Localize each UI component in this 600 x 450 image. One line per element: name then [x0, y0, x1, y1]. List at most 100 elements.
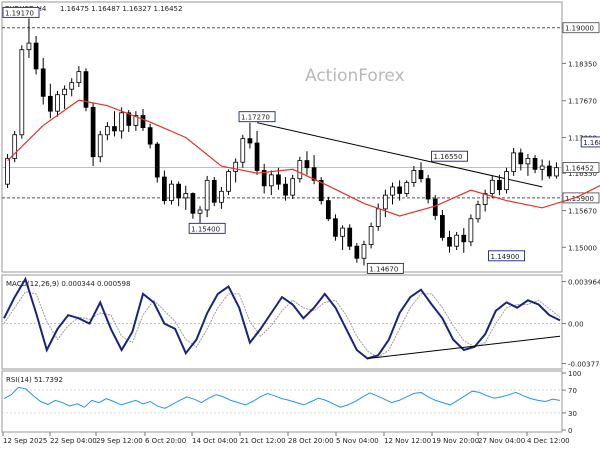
- rsi-line: [3, 386, 561, 409]
- annotation-box: [238, 111, 276, 123]
- candle: [504, 167, 509, 194]
- candle: [482, 189, 488, 212]
- candle: [76, 66, 82, 88]
- moving-average-line: [7, 99, 600, 217]
- candle: [325, 196, 331, 221]
- price-annotation: 1.16810: [580, 136, 600, 148]
- xtick-label: 14 Oct 04:00: [192, 437, 238, 445]
- candle: [147, 123, 153, 149]
- candle-body: [468, 218, 474, 243]
- candle-body: [126, 112, 132, 126]
- candle-body: [104, 126, 110, 136]
- candle: [204, 175, 210, 218]
- candle: [511, 147, 517, 176]
- candle-body: [347, 227, 353, 247]
- candle: [290, 174, 296, 199]
- xtick-label: 27 Nov 04:00: [478, 437, 525, 445]
- candle-body: [290, 178, 296, 196]
- candle: [90, 103, 96, 167]
- candle-body: [183, 193, 189, 199]
- candle: [33, 35, 39, 75]
- candle-body: [47, 95, 53, 112]
- candle: [62, 85, 67, 109]
- candle: [368, 222, 374, 249]
- price-ytick-label: 1.15000: [568, 244, 597, 252]
- macd-signal-line: [3, 291, 561, 359]
- candle-body: [397, 186, 402, 194]
- candle-body: [176, 183, 182, 199]
- candle-body: [69, 82, 75, 90]
- candle-body: [162, 176, 167, 202]
- candle: [333, 214, 338, 241]
- rsi-ytick-label: 30: [568, 410, 577, 418]
- xtick-label: 12 Sep 2025: [3, 437, 47, 445]
- candle: [382, 189, 388, 218]
- price-annotation: 1.14670: [366, 262, 404, 274]
- price-annotation: 1.16550: [431, 150, 468, 162]
- price-annotation: 1.14900: [488, 250, 525, 262]
- candle-body: [5, 157, 10, 185]
- candle: [404, 180, 410, 197]
- candle: [169, 180, 174, 205]
- macd-ytick-label: 0.00: [568, 321, 584, 329]
- candle-body: [211, 179, 217, 203]
- candle: [347, 224, 353, 251]
- candle: [190, 192, 196, 219]
- candle: [211, 177, 217, 207]
- candle: [226, 169, 231, 196]
- price-trendline: [256, 122, 543, 188]
- annotation-box: [580, 136, 600, 148]
- annotation-box: [188, 222, 226, 234]
- candle-body: [368, 226, 374, 245]
- macd-layer: 0.003964 0.00 -0.003774: [2, 276, 600, 369]
- candle: [240, 134, 246, 168]
- candle-body: [12, 134, 18, 159]
- rsi-ytick-label: 0: [568, 427, 572, 435]
- candle: [390, 182, 395, 205]
- annotation-label: 1.14670: [369, 265, 398, 273]
- candle-body: [432, 198, 438, 216]
- candle-body: [261, 170, 267, 187]
- candle: [340, 225, 345, 251]
- candle: [304, 151, 310, 175]
- candle-body: [497, 179, 502, 191]
- candle-body: [440, 215, 445, 238]
- candle-body: [518, 152, 524, 165]
- candle-body: [375, 208, 381, 227]
- candle: [133, 111, 139, 131]
- price-annotation: 1.17270: [238, 111, 276, 123]
- price-annotation: 1.15400: [188, 222, 226, 234]
- xtick-label: 5 Nov 04:00: [336, 437, 379, 445]
- candle: [539, 159, 545, 181]
- candle-body: [382, 194, 388, 210]
- annotation-box: [2, 6, 40, 18]
- candle-body: [62, 88, 67, 96]
- candle-body: [283, 183, 288, 196]
- candle-body: [539, 165, 545, 170]
- candle-body: [226, 171, 231, 192]
- candle: [40, 57, 46, 105]
- candle-body: [147, 127, 153, 145]
- price-panel: [1, 1, 563, 273]
- xtick-label: 4 Dec 12:00: [527, 437, 570, 445]
- price-layer: 1.190001.183501.176701.170001.163501.156…: [2, 6, 600, 274]
- candle-body: [204, 179, 210, 211]
- candle-body: [454, 234, 460, 247]
- candle: [268, 170, 274, 196]
- level-label: 1.19000: [565, 25, 594, 33]
- level-label-box: [562, 22, 600, 34]
- candle-body: [554, 167, 559, 177]
- watermark: ActionForex: [305, 66, 405, 86]
- xtick-label: 6 Oct 20:00: [145, 437, 186, 445]
- level-label: 1.15900: [565, 195, 594, 203]
- candle-body: [140, 115, 146, 129]
- candle: [475, 200, 481, 223]
- candle-body: [318, 179, 324, 202]
- candle-body: [233, 161, 239, 172]
- candle-body: [418, 170, 424, 180]
- header-ohlc: 1.16475 1.16487 1.16327 1.16452: [60, 5, 182, 13]
- macd-title: MACD(12,26,9) 0.000344 0.000598: [6, 280, 130, 288]
- candle-body: [340, 227, 345, 237]
- candle: [546, 160, 552, 179]
- candle-body: [304, 160, 310, 169]
